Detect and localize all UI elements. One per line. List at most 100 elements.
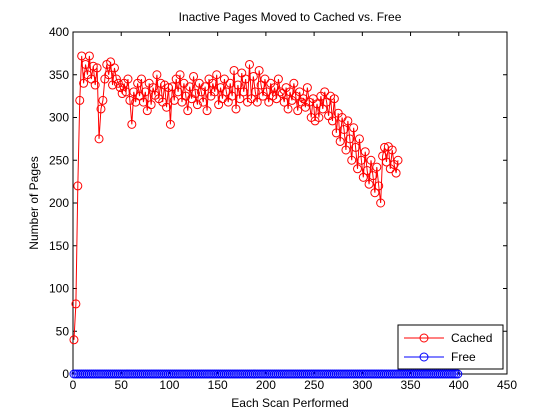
cached-data-point <box>235 94 245 104</box>
cached-data-point <box>349 123 359 133</box>
cached-data-point <box>183 106 193 116</box>
cached-data-point <box>165 119 175 129</box>
free-data-point <box>453 369 463 379</box>
cached-data-point <box>376 198 386 208</box>
cached-data-point <box>200 82 210 92</box>
y-tick-label: 0 <box>62 367 69 381</box>
cached-data-point <box>273 74 283 84</box>
cached-data-point <box>210 87 220 97</box>
cached-data-point <box>283 104 293 114</box>
cached-data-point <box>111 74 121 84</box>
y-tick-label: 250 <box>49 153 69 167</box>
cached-data-point <box>362 166 372 176</box>
cached-data-point <box>250 87 260 97</box>
cached-data-point <box>318 104 328 114</box>
cached-data-point <box>312 99 322 109</box>
cached-data-point <box>71 299 81 309</box>
y-tick-label: 50 <box>56 324 70 338</box>
cached-data-point <box>227 91 237 101</box>
x-tick-label: 100 <box>159 378 179 392</box>
cached-data-point <box>260 74 270 84</box>
cached-data-point <box>380 142 390 152</box>
cached-data-point <box>358 172 368 182</box>
y-tick-label: 350 <box>49 68 69 82</box>
legend-cached-marker <box>419 333 429 343</box>
cached-data-point <box>69 335 79 345</box>
chart-title: Inactive Pages Moved to Cached vs. Free <box>179 10 402 24</box>
cached-data-point <box>84 51 94 61</box>
y-tick-label: 150 <box>49 239 69 253</box>
cached-data-point <box>289 78 299 88</box>
legend: Cached Free <box>397 324 504 370</box>
cached-data-point <box>370 188 380 198</box>
cached-data-point <box>208 78 218 88</box>
cached-data-point <box>113 78 123 88</box>
cached-data-point <box>163 83 173 93</box>
cached-data-point <box>393 155 403 165</box>
cached-data-point <box>98 95 108 105</box>
cached-data-point <box>364 179 374 189</box>
cached-data-point <box>162 102 172 112</box>
cached-data-point <box>354 134 364 144</box>
cached-data-point <box>356 155 366 165</box>
cached-data-point <box>175 70 185 80</box>
cached-data-point <box>343 116 353 126</box>
cached-data-point <box>345 134 355 144</box>
x-tick-label: 200 <box>256 378 276 392</box>
cached-data-point <box>94 134 104 144</box>
cached-data-point <box>189 71 199 81</box>
cached-data-point <box>181 91 191 101</box>
cached-data-point <box>185 82 195 92</box>
cached-data-point <box>167 82 177 92</box>
cached-data-point <box>295 87 305 97</box>
cached-data-point <box>351 142 361 152</box>
cached-data-point <box>79 78 89 88</box>
cached-data-point <box>293 106 303 116</box>
cached-data-point <box>327 116 337 126</box>
cached-data-point <box>254 65 264 75</box>
cached-data-point <box>125 95 135 105</box>
cached-data-point <box>372 162 382 172</box>
cached-data-point <box>152 70 162 80</box>
cached-data-point <box>92 63 102 73</box>
x-axis-title: Each Scan Performed <box>231 396 348 410</box>
cached-data-point <box>239 87 249 97</box>
cached-data-point <box>331 128 341 138</box>
cached-data-point <box>285 87 295 97</box>
cached-data-point <box>248 71 258 81</box>
x-tick-label: 150 <box>208 378 228 392</box>
cached-data-point <box>368 171 378 181</box>
cached-data-point <box>73 181 83 191</box>
legend-cached-label: Cached <box>451 331 492 345</box>
x-tick-label: 0 <box>70 378 77 392</box>
x-tick-label: 350 <box>401 378 421 392</box>
y-tick-label: 100 <box>49 282 69 296</box>
cached-data-point <box>275 87 285 97</box>
cached-data-point <box>173 87 183 97</box>
cached-data-point <box>387 145 397 155</box>
cached-data-point <box>90 80 100 90</box>
cached-data-point <box>212 70 222 80</box>
cached-data-point <box>262 87 272 97</box>
cached-data-point <box>320 87 330 97</box>
cached-series-line <box>73 55 399 340</box>
cached-data-point <box>109 63 119 73</box>
cached-data-point <box>347 155 357 165</box>
cached-data-point <box>202 106 212 116</box>
cached-data-point <box>136 74 146 84</box>
cached-data-point <box>198 97 208 107</box>
cached-data-point <box>233 80 243 90</box>
cached-data-point <box>219 74 229 84</box>
legend-free-label: Free <box>451 350 476 364</box>
cached-data-point <box>190 89 200 99</box>
cached-data-point <box>146 100 156 110</box>
cached-data-point <box>366 155 376 165</box>
cached-data-point <box>96 104 106 114</box>
x-tick-label: 300 <box>352 378 372 392</box>
cached-data-point <box>341 145 351 155</box>
x-tick-label: 50 <box>115 378 129 392</box>
cached-data-point <box>231 104 241 114</box>
cached-data-point <box>140 87 150 97</box>
cached-data-point <box>374 181 384 191</box>
